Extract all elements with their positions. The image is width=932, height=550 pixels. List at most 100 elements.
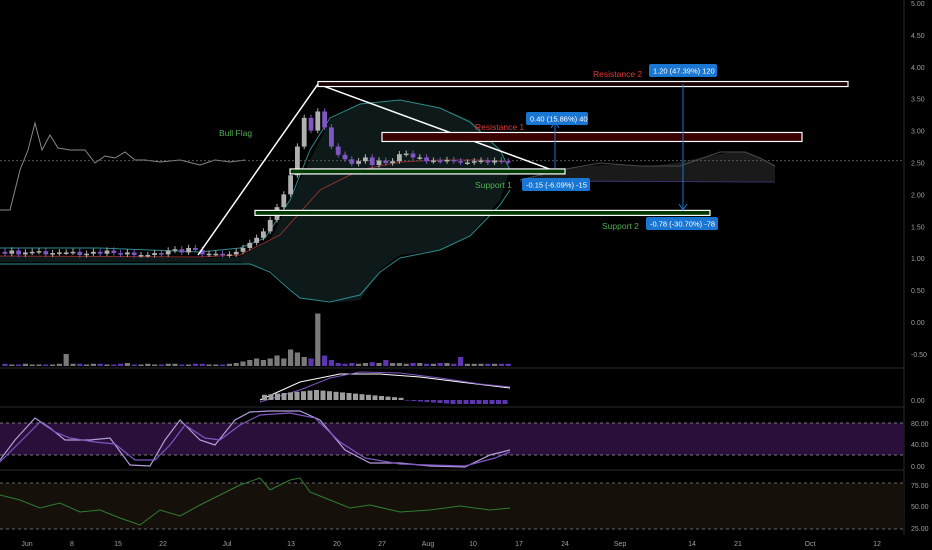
candle-body xyxy=(91,251,96,254)
candle-body xyxy=(213,253,219,256)
resistance-2-zone xyxy=(317,80,849,88)
macd-histogram-bar xyxy=(431,400,436,403)
candle-body xyxy=(206,253,212,256)
candle-body xyxy=(179,249,185,253)
candle-body xyxy=(499,160,504,163)
volume-bar xyxy=(9,364,15,366)
volume-bar xyxy=(464,363,470,366)
volume-bar xyxy=(492,363,498,366)
candle-body xyxy=(369,157,375,166)
candle-body xyxy=(2,251,8,254)
volume-bar xyxy=(485,363,491,366)
volume-bar xyxy=(84,364,90,366)
price-tick-label: -0.50 xyxy=(911,352,927,359)
volume-bar xyxy=(390,363,396,366)
macd-histogram-bar xyxy=(470,400,475,404)
time-tick-label: 21 xyxy=(734,541,742,548)
volume-bar xyxy=(70,363,76,366)
time-tick-label: 15 xyxy=(114,541,122,548)
macd-histogram-bar xyxy=(340,392,345,400)
volume-bar xyxy=(478,363,484,366)
price-tick-label: 5.00 xyxy=(911,1,925,8)
volume-bar xyxy=(131,364,137,366)
macd-histogram xyxy=(262,390,508,404)
macd-histogram-bar xyxy=(288,392,293,400)
volume-bars xyxy=(2,313,511,366)
volume-bar xyxy=(362,363,368,366)
candle-body xyxy=(254,237,259,243)
price-tick-label: 1.00 xyxy=(911,256,925,263)
candle-body xyxy=(111,250,117,254)
measure-label-text: -0.78 (-30.70%) -78 xyxy=(650,220,715,229)
volume-bar xyxy=(288,349,294,366)
indicator-axes: 0.00 80.00 40.00 0.00 75.00 50.00 25.00 xyxy=(911,398,929,533)
time-tick-label: Jun xyxy=(21,541,32,548)
volume-bar xyxy=(165,363,171,366)
candle-body xyxy=(485,160,491,163)
candle-body xyxy=(308,117,314,131)
macd-tick-label: 0.00 xyxy=(911,398,925,405)
volume-bar xyxy=(458,357,464,366)
macd-histogram-bar xyxy=(294,391,300,400)
volume-bar xyxy=(383,360,389,366)
volume-bar xyxy=(342,363,348,366)
candle-body xyxy=(9,250,15,254)
volume-bar xyxy=(240,361,246,366)
price-tick-label: 1.50 xyxy=(911,224,925,231)
candle-body xyxy=(376,160,382,166)
candle-body xyxy=(63,252,69,254)
annotation-label: Support 2 xyxy=(602,221,639,231)
macd-histogram-bar xyxy=(262,394,267,400)
volume-bar xyxy=(104,364,110,366)
annotation-label: Bull Flag xyxy=(219,128,252,138)
candle-body xyxy=(403,153,409,156)
macd-histogram-bar xyxy=(307,390,313,400)
volume-bar xyxy=(301,357,307,366)
volume-bar xyxy=(43,364,49,366)
price-axis: 5.00 4.50 4.00 3.50 3.00 2.50 2.00 1.50 1.00 0.50… xyxy=(911,1,927,359)
price-tick-label: 3.50 xyxy=(911,97,925,104)
candle-body xyxy=(417,157,423,159)
candle-body xyxy=(152,253,157,256)
candle-body xyxy=(165,250,171,255)
candle-body xyxy=(329,127,334,147)
candle-body xyxy=(220,253,225,256)
rsi-tick-label: 25.00 xyxy=(911,526,929,533)
rsi-panel xyxy=(0,477,904,530)
macd-histogram-bar xyxy=(398,397,404,400)
time-tick-label: Aug xyxy=(422,541,435,548)
candle-body xyxy=(70,251,76,254)
candle-body xyxy=(465,162,470,164)
support-2-zone xyxy=(254,209,711,217)
candle-body xyxy=(172,249,178,251)
volume-bar xyxy=(111,364,117,366)
macd-histogram-bar xyxy=(392,397,397,400)
volume-bar xyxy=(430,363,436,366)
price-tick-label: 3.00 xyxy=(911,129,925,136)
time-tick-label: 22 xyxy=(159,541,167,548)
candle-body xyxy=(104,250,110,254)
time-tick-label: 17 xyxy=(515,541,523,548)
candle-body xyxy=(23,252,28,255)
macd-histogram-bar xyxy=(320,390,326,400)
time-tick-label: Sep xyxy=(614,541,627,548)
time-tick-label: 24 xyxy=(561,541,569,548)
volume-bar xyxy=(254,358,260,366)
volume-bar xyxy=(349,363,355,366)
volume-bar xyxy=(369,362,375,366)
macd-histogram-bar xyxy=(366,394,371,400)
volume-bar xyxy=(315,313,321,366)
macd-histogram-bar xyxy=(463,400,469,404)
candle-body xyxy=(159,253,164,255)
candle-body xyxy=(186,247,191,253)
volume-bar xyxy=(206,364,212,366)
macd-histogram-bar xyxy=(418,400,423,402)
volume-bar xyxy=(424,363,430,366)
macd-histogram-bar xyxy=(457,400,462,404)
candle-body xyxy=(247,242,253,248)
candle-body xyxy=(356,161,361,164)
candle-body xyxy=(383,160,389,164)
flag-upper-line xyxy=(317,83,557,173)
time-tick-label: 8 xyxy=(70,541,74,548)
